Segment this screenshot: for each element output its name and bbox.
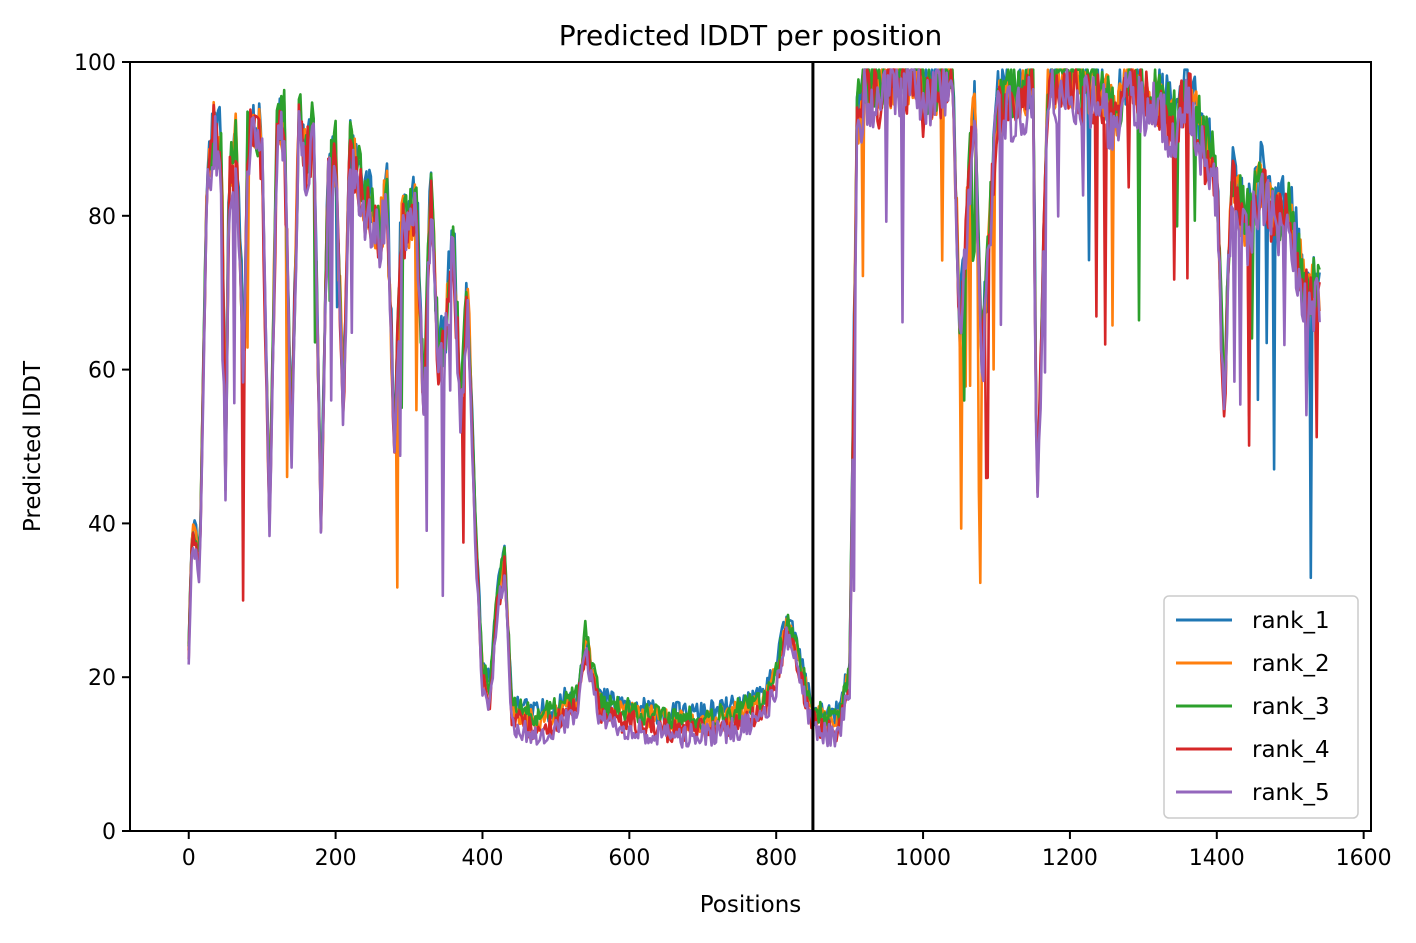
- series-line-rank_4: [187, 68, 1321, 744]
- y-axis-ticks: 0 20 40 60 80 100: [74, 51, 130, 845]
- y-tick-label: 40: [88, 512, 116, 537]
- x-tick-label: 1400: [1189, 846, 1245, 871]
- plot-frame: [129, 61, 1372, 832]
- y-tick-label: 60: [88, 359, 116, 384]
- x-tick-label: 400: [461, 846, 503, 871]
- series-lines: [187, 68, 1321, 749]
- series-line-rank_5: [187, 68, 1321, 749]
- legend-label: rank_1: [1252, 608, 1330, 634]
- legend-label: rank_5: [1252, 780, 1330, 806]
- legend: rank_1 rank_2 rank_3 rank_4 rank_5: [1163, 595, 1359, 819]
- x-tick-label: 1200: [1042, 846, 1098, 871]
- legend-label: rank_3: [1252, 694, 1330, 720]
- y-tick-label: 0: [102, 820, 116, 845]
- x-axis-ticks: 0 200 400 600 800 1000 1200 1400 1600: [182, 831, 1392, 871]
- legend-label: rank_2: [1252, 651, 1330, 677]
- y-axis-label: Predicted lDDT: [20, 360, 46, 532]
- legend-label: rank_4: [1252, 737, 1330, 763]
- x-tick-label: 800: [755, 846, 797, 871]
- y-tick-label: 80: [88, 205, 116, 230]
- x-tick-label: 1000: [895, 846, 951, 871]
- legend-box: [1163, 595, 1359, 819]
- y-tick-label: 20: [88, 666, 116, 691]
- series-line-rank_3: [187, 68, 1321, 731]
- chart-title: Predicted lDDT per position: [559, 19, 943, 52]
- x-tick-label: 1600: [1336, 846, 1392, 871]
- x-axis-label: Positions: [700, 892, 802, 918]
- x-tick-label: 200: [315, 846, 357, 871]
- x-tick-label: 600: [608, 846, 650, 871]
- y-tick-label: 100: [74, 51, 116, 76]
- x-tick-label: 0: [182, 846, 196, 871]
